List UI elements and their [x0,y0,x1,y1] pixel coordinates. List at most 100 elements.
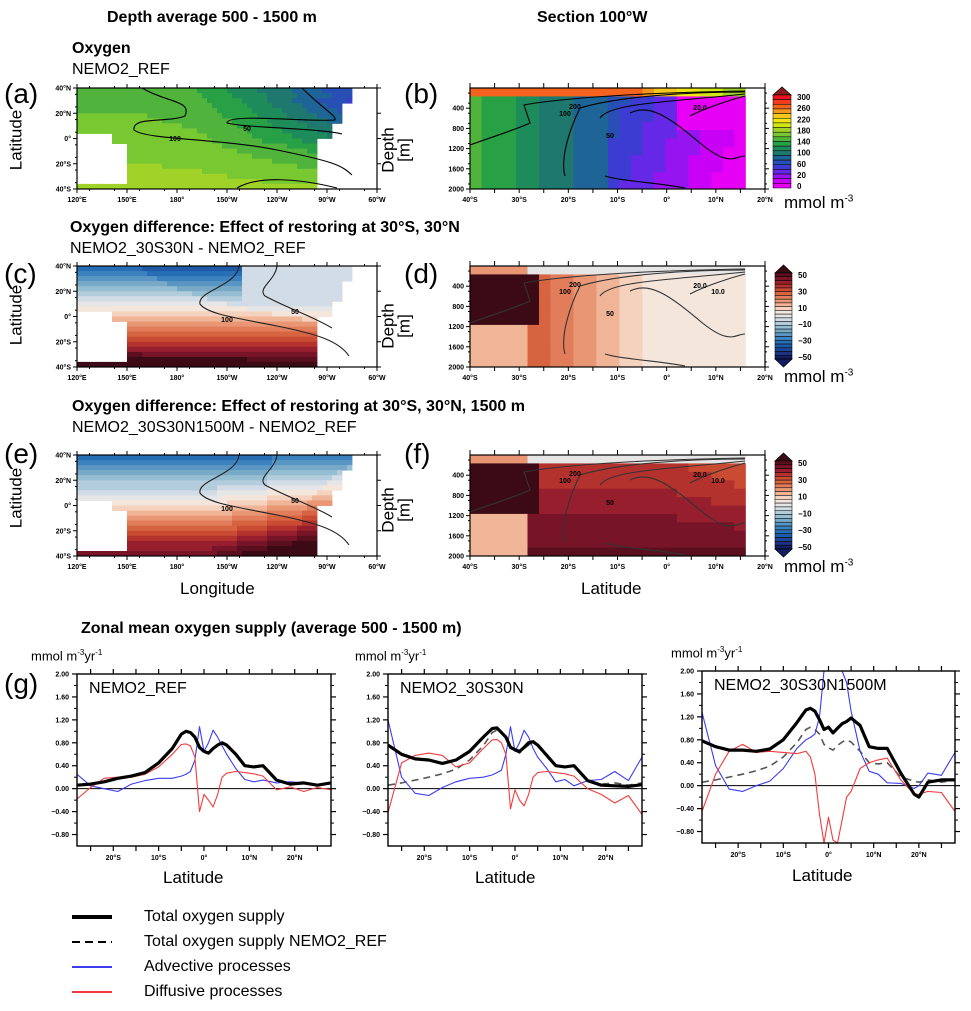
map-cell [92,475,98,481]
colorbar-segment [774,506,793,511]
map-cell [147,173,153,180]
map-cell [257,276,263,282]
map-cell [242,361,248,368]
map-cell [182,118,188,124]
map-cell [182,306,188,312]
map-cell [227,138,233,144]
map-cell [252,281,258,287]
map-cell [172,281,178,287]
map-cell [172,331,178,338]
legend-advective: Advective processes [72,956,291,978]
section-cell [711,291,724,301]
map-cell [172,515,178,522]
map-cell [207,98,213,104]
unit-text: mmol m [784,193,845,212]
section-cell [653,316,666,326]
map-cell [337,98,343,104]
map-cell [212,515,218,522]
section-cell [630,530,643,540]
map-cell [272,361,278,368]
section-cell [688,96,701,106]
map-cell [292,361,298,368]
map-cell [142,525,148,532]
map-cell [167,341,173,348]
map-cell [177,108,183,114]
map-cell [82,98,88,104]
map-cell [297,163,303,170]
map-cell [247,276,253,282]
map-cell [197,276,203,282]
section-cell [470,522,482,532]
map-cell [112,296,118,302]
section-cell [699,505,712,515]
map-cell [252,173,258,180]
unit-exponent: -3 [717,645,725,654]
map-cell [297,336,303,343]
map-cell [167,168,173,175]
map-cell [207,485,213,491]
map-cell [327,281,333,287]
map-cell [277,306,283,312]
colorbar-label: 0 [797,182,802,191]
map-cell [247,470,253,476]
map-cell [202,173,208,180]
contour-100 [199,454,350,546]
map-cell [142,103,148,109]
colorbar-segment [772,155,792,161]
section-cell [584,497,597,506]
map-cell [242,266,248,272]
map-cell [157,356,163,363]
map-cell [237,361,243,368]
map-cell [132,551,138,557]
map-cell [292,510,298,517]
y-tick-label: 0.80 [55,740,69,747]
map-cell [92,455,98,461]
section-cell [630,138,643,148]
map-cell [162,316,168,322]
section-cell [722,146,735,156]
colorbar-segment [774,340,793,345]
section-cell [470,547,482,557]
map-cell [207,455,213,461]
section-cell [607,488,620,498]
map-cell [167,505,173,511]
map-cell [282,475,288,481]
map-cell [157,331,163,338]
map-cell [207,143,213,150]
map-cell [82,460,88,466]
map-cell [102,485,108,491]
map-cell [252,276,258,282]
map-cell [147,495,153,501]
map-cell [277,346,283,353]
colorbar-segment [774,510,793,515]
map-cell [192,123,198,129]
map-cell [112,475,118,481]
map-cell [77,93,83,99]
map-cell [317,98,323,104]
map-cell [157,465,163,471]
map-cell [117,460,123,466]
map-cell [137,311,143,317]
contour-50 [226,87,343,135]
section-cell [596,530,609,540]
map-cell [162,341,168,348]
map-cell [157,316,163,322]
map-cell [227,510,233,517]
map-cell [207,271,213,277]
map-cell [272,173,278,180]
map-cell [147,551,153,557]
map-cell [257,306,263,312]
map-cell [252,93,258,99]
section-cell [688,539,701,548]
map-cell [217,291,223,297]
map-cell [202,113,208,119]
section-cell [596,471,609,481]
map-cell [147,500,153,506]
map-cell [312,88,318,94]
section-cell [573,341,586,351]
map-cell [202,153,208,160]
map-cell [207,475,213,481]
map-cell [297,485,303,491]
map-cell [117,465,123,471]
map-cell [207,505,213,511]
